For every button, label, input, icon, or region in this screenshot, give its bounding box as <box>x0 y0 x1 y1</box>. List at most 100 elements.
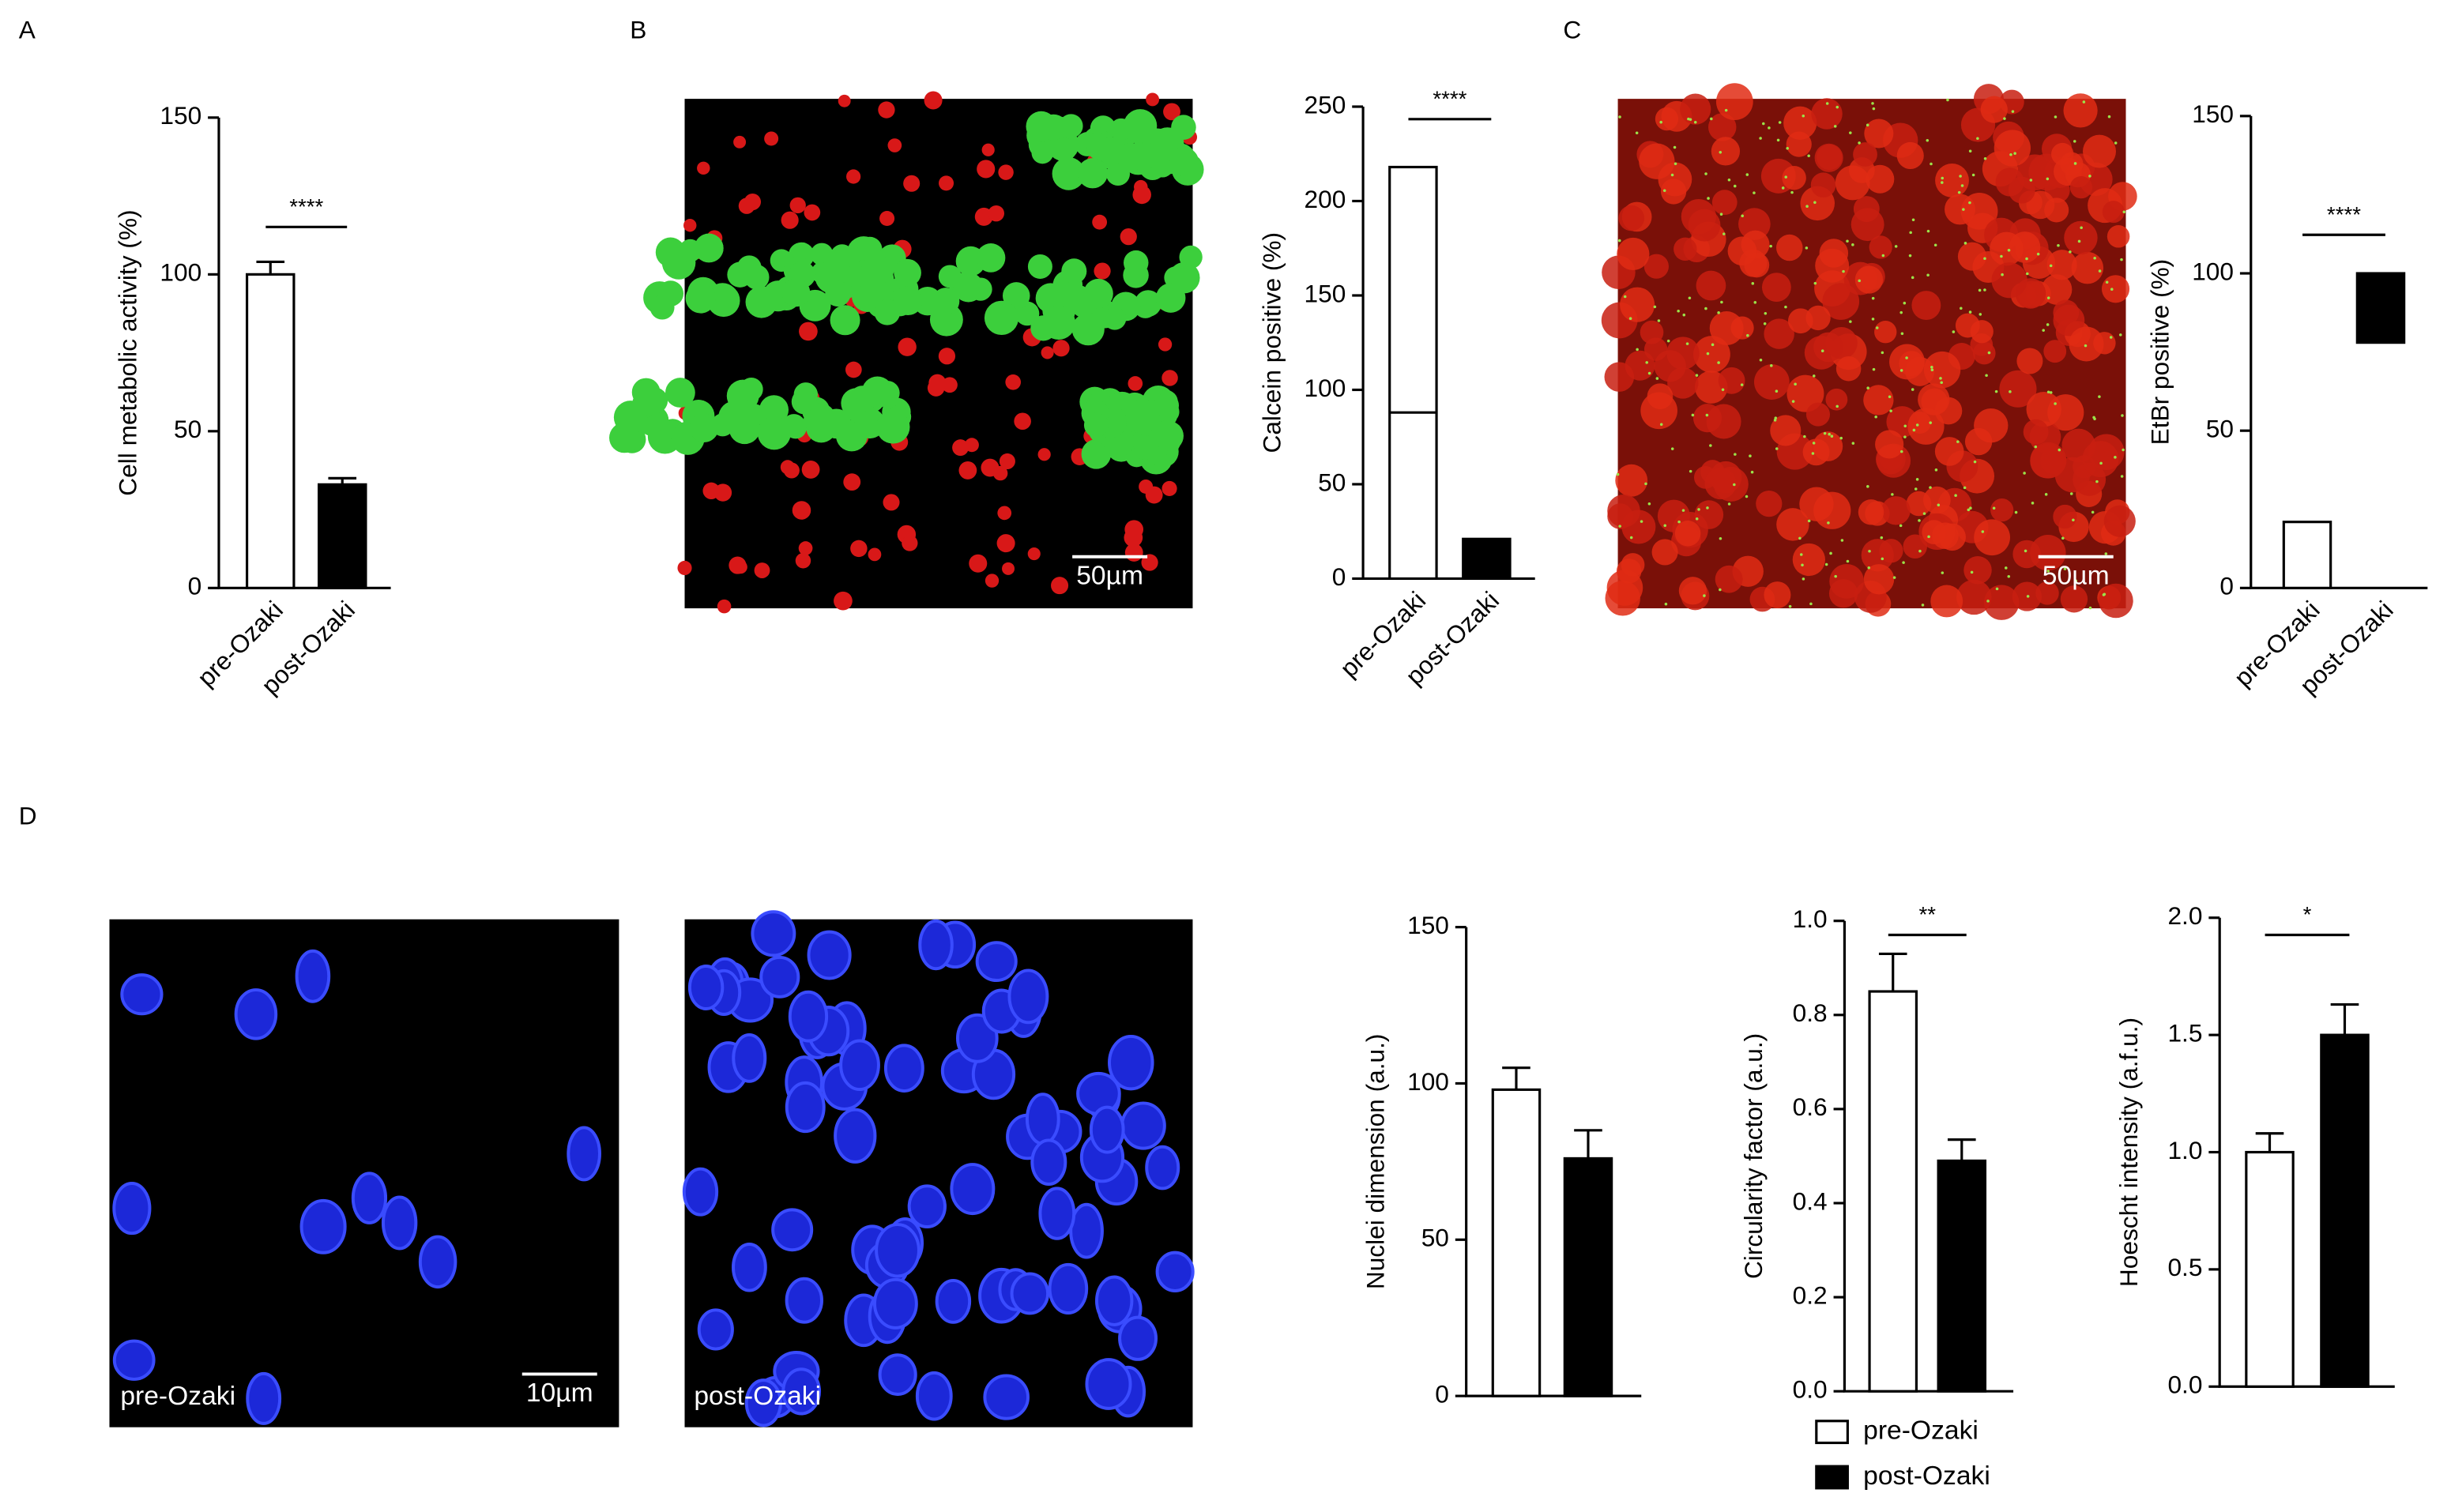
cell <box>2053 304 2085 337</box>
speck <box>1995 587 1999 591</box>
speck <box>1981 530 1985 533</box>
speck <box>1784 175 1788 179</box>
cell <box>1116 142 1145 171</box>
speck <box>1717 311 1720 314</box>
bar <box>2320 1033 2370 1388</box>
speck <box>1941 571 1945 574</box>
speck <box>1872 107 1876 111</box>
speck <box>1926 273 1930 277</box>
image-caption: post-Ozaki <box>694 1382 821 1411</box>
speck <box>1866 386 1869 389</box>
cell <box>1071 313 1105 346</box>
speck <box>1914 487 1918 491</box>
cell <box>866 256 894 284</box>
speck <box>1994 389 1998 393</box>
micrograph <box>109 919 619 1427</box>
speck <box>1664 602 1668 606</box>
cell <box>609 423 640 453</box>
cell <box>964 438 979 453</box>
scale-label: 50µm <box>2042 561 2110 590</box>
cell <box>2043 340 2067 363</box>
speck <box>1921 604 1925 607</box>
speck <box>1926 138 1930 142</box>
speck <box>2093 417 2096 421</box>
cell <box>2063 93 2098 128</box>
cell <box>958 461 977 480</box>
bar <box>245 273 296 589</box>
speck <box>1903 424 1907 428</box>
nucleus <box>807 930 852 980</box>
speck <box>1706 352 1710 355</box>
cell <box>1799 487 1834 521</box>
bar <box>2245 1150 2295 1388</box>
cell <box>1850 208 1884 242</box>
speck <box>1745 173 1749 176</box>
speck <box>2073 140 2076 143</box>
cell <box>894 258 921 287</box>
y-axis-title: Circularity factor (a.u.) <box>1739 1033 1768 1279</box>
speck <box>2011 110 2015 113</box>
speck <box>1963 242 1967 245</box>
speck <box>1987 351 1991 355</box>
cell <box>694 233 724 263</box>
cell <box>1005 374 1022 390</box>
speck <box>2025 272 2029 276</box>
speck <box>1719 588 1722 592</box>
y-tick-label: 100 <box>160 258 201 287</box>
speck <box>1763 322 1767 325</box>
nucleus <box>418 1235 457 1289</box>
y-tick-label: 250 <box>1305 90 1346 118</box>
cell <box>1918 383 1950 416</box>
speck <box>1802 577 1805 581</box>
error-bar <box>1574 1129 1602 1159</box>
speck <box>1937 503 1941 507</box>
speck <box>1985 374 1988 378</box>
speck <box>1992 506 1996 510</box>
speck <box>2031 502 2035 505</box>
speck <box>1812 442 1816 445</box>
speck <box>1903 435 1907 438</box>
cell <box>1620 287 1655 322</box>
bar <box>2282 521 2332 589</box>
y-tick-label: 0.0 <box>2167 1371 2202 1399</box>
cell <box>1829 563 1865 599</box>
speck <box>1956 440 1960 443</box>
cell <box>683 219 697 232</box>
image-caption: pre-Ozaki <box>120 1382 235 1411</box>
speck <box>1881 557 1884 561</box>
speck <box>2061 536 2065 540</box>
speck <box>1689 469 1692 473</box>
speck <box>1986 600 1990 603</box>
cell <box>1002 562 1015 575</box>
cell <box>1121 115 1148 141</box>
speck <box>1881 254 1885 258</box>
panel-label: C <box>1563 15 1581 43</box>
speck <box>1866 485 1869 488</box>
cell <box>740 377 763 401</box>
speck <box>2122 210 2126 214</box>
cell <box>2012 540 2041 569</box>
speck <box>1927 535 1930 539</box>
nucleus <box>1145 1145 1180 1190</box>
speck <box>1902 561 1905 564</box>
cell <box>938 348 956 365</box>
speck <box>1851 442 1855 445</box>
speck <box>1733 483 1736 487</box>
cell <box>1932 522 1959 550</box>
cell <box>1651 539 1678 566</box>
cell <box>754 562 770 578</box>
nucleus <box>381 1195 418 1251</box>
speck <box>1934 468 1938 472</box>
cell <box>729 556 747 574</box>
cell <box>1052 340 1070 357</box>
speck <box>1753 301 1757 304</box>
speck <box>1828 432 1831 436</box>
cell <box>1693 336 1730 373</box>
speck <box>2009 390 2012 393</box>
cell <box>655 237 686 268</box>
bar <box>1868 990 1918 1393</box>
speck <box>1976 137 1979 141</box>
cell <box>713 483 732 502</box>
cell <box>1052 156 1086 190</box>
speck <box>1721 388 1725 392</box>
